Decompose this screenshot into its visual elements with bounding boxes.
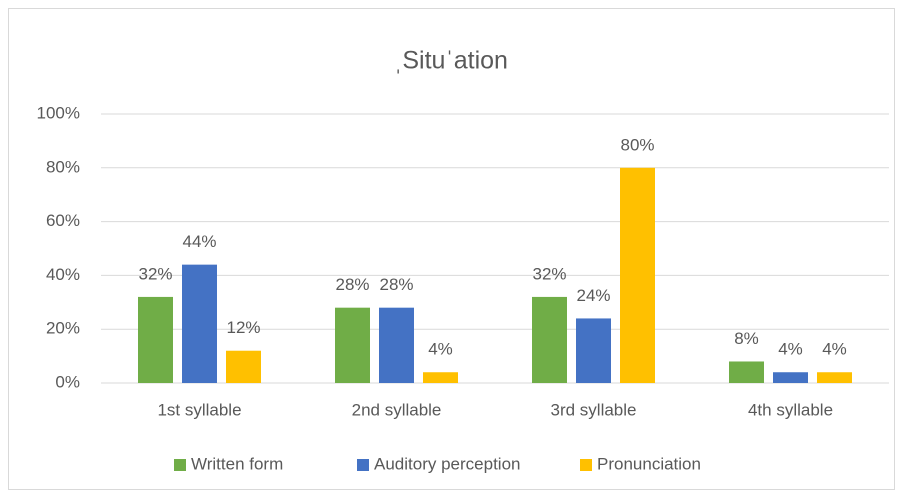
bar bbox=[620, 167, 655, 383]
y-tick-label: 0% bbox=[55, 372, 80, 391]
x-tick-label: 4th syllable bbox=[748, 400, 833, 419]
data-label: 32% bbox=[532, 264, 566, 283]
data-label: 4% bbox=[428, 340, 453, 359]
data-label: 4% bbox=[822, 340, 847, 359]
legend-swatch bbox=[580, 459, 592, 471]
legend-swatch bbox=[357, 459, 369, 471]
x-tick-label: 1st syllable bbox=[157, 400, 241, 419]
chart-border bbox=[8, 8, 895, 490]
data-label: 44% bbox=[182, 232, 216, 251]
y-tick-label: 60% bbox=[46, 211, 80, 230]
bar bbox=[226, 350, 261, 383]
bar bbox=[532, 296, 567, 383]
bar bbox=[773, 372, 808, 383]
bar bbox=[138, 296, 173, 383]
bar bbox=[576, 318, 611, 383]
legend-label: Pronunciation bbox=[597, 454, 701, 473]
data-label: 28% bbox=[379, 275, 413, 294]
data-label: 32% bbox=[138, 264, 172, 283]
bar bbox=[817, 372, 852, 383]
x-tick-label: 2nd syllable bbox=[352, 400, 442, 419]
data-label: 12% bbox=[226, 318, 260, 337]
bar bbox=[729, 361, 764, 383]
bar bbox=[379, 307, 414, 383]
data-label: 28% bbox=[335, 275, 369, 294]
data-label: 8% bbox=[734, 329, 759, 348]
bar bbox=[182, 264, 217, 383]
bar bbox=[335, 307, 370, 383]
legend-swatch bbox=[174, 459, 186, 471]
data-label: 80% bbox=[620, 135, 654, 154]
bar bbox=[423, 372, 458, 383]
legend-label: Written form bbox=[191, 454, 283, 473]
y-tick-label: 20% bbox=[46, 319, 80, 338]
data-label: 4% bbox=[778, 340, 803, 359]
y-tick-label: 80% bbox=[46, 157, 80, 176]
y-tick-label: 40% bbox=[46, 265, 80, 284]
chart-title: ˌSituˈation bbox=[394, 47, 508, 75]
y-tick-label: 100% bbox=[37, 103, 80, 122]
x-tick-label: 3rd syllable bbox=[551, 400, 637, 419]
legend-label: Auditory perception bbox=[374, 454, 520, 473]
data-label: 24% bbox=[576, 286, 610, 305]
